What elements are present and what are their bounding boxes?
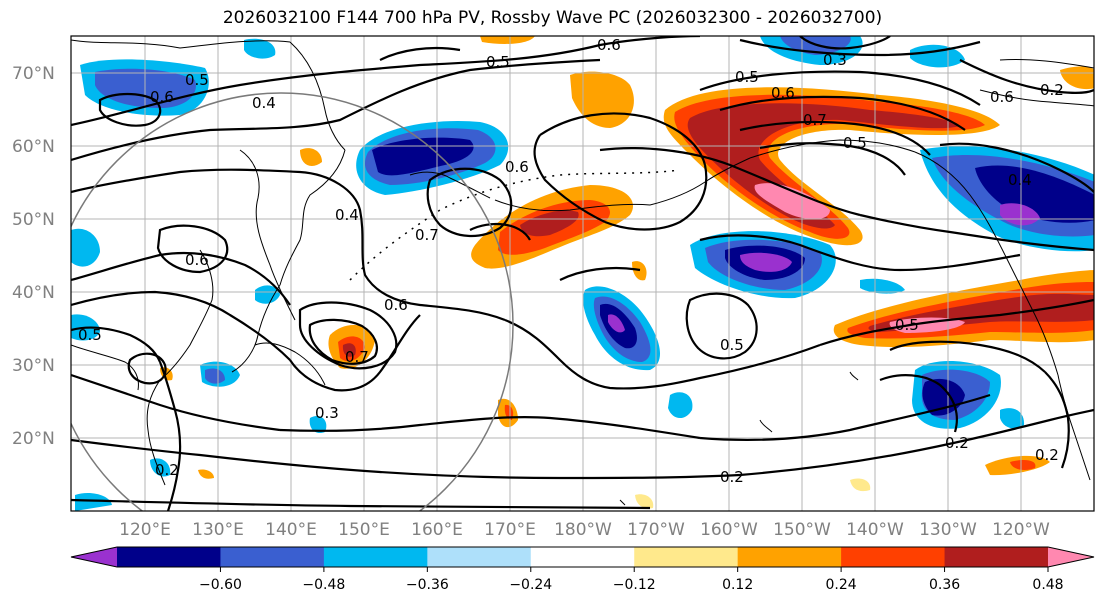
latitude-labels: 70°N 60°N 50°N 40°N 30°N 20°N [12, 64, 55, 449]
lat-label: 30°N [12, 356, 55, 376]
colorbar: −0.60 −0.48 −0.36 −0.24 −0.12 0.12 0.24 0.36 0.4… [70, 546, 1095, 593]
colorbar-segment [530, 547, 635, 567]
contour-label: 0.6 [384, 296, 408, 314]
colorbar-tick-label: −0.24 [509, 577, 552, 593]
map-frame [70, 35, 1095, 512]
graticule [71, 36, 1094, 511]
lon-label: 170°E [484, 520, 536, 540]
colorbar-tick-label: 0.24 [826, 577, 857, 593]
colorbar-tick-label: −0.48 [302, 577, 345, 593]
lon-label: 150°W [773, 520, 831, 540]
lon-label: 160°W [700, 520, 758, 540]
lon-label: 170°W [627, 520, 685, 540]
lat-label: 70°N [12, 64, 55, 84]
contour-label: 0.4 [252, 94, 276, 112]
contour-label: 0.6 [150, 88, 174, 106]
contour-label: 0.5 [895, 316, 919, 334]
contour-label: 0.6 [597, 36, 621, 54]
contour-label: 0.7 [415, 226, 439, 244]
contour-label: 0.6 [505, 158, 529, 176]
contour-label: 0.7 [345, 348, 369, 366]
region-circle [71, 92, 514, 511]
lon-label: 160°E [411, 520, 463, 540]
colorbar-segment [634, 547, 739, 567]
lon-label: 130°E [192, 520, 244, 540]
colorbar-segment [427, 547, 532, 567]
pv-contours [71, 36, 1094, 511]
colorbar-segment [117, 547, 221, 567]
contour-label: 0.5 [185, 71, 209, 89]
colorbar-segment [737, 547, 842, 567]
longitude-labels: 120°E 130°E 140°E 150°E 160°E 170°E 180°… [119, 520, 1050, 540]
colorbar-tick-label: −0.36 [406, 577, 449, 593]
contour-label: 0.6 [771, 84, 795, 102]
colorbar-tick-label: −0.12 [613, 577, 656, 593]
colorbar-segment [841, 547, 946, 567]
contour-label: 0.5 [720, 336, 744, 354]
contour-label: 0.2 [720, 468, 744, 486]
colorbar-tick-label: 0.48 [1032, 577, 1063, 593]
contour-label: 0.4 [1008, 171, 1032, 189]
contour-label: 0.2 [155, 461, 179, 479]
colorbar-tick-label: 0.36 [929, 577, 960, 593]
lon-label: 150°E [338, 520, 390, 540]
lon-label: 120°W [992, 520, 1050, 540]
colorbar-outline [70, 546, 1095, 568]
lat-label: 50°N [12, 210, 55, 230]
contour-label: 0.3 [315, 404, 339, 422]
colorbar-segment [944, 547, 1049, 567]
contour-label: 0.6 [185, 251, 209, 269]
contour-label: 0.3 [823, 51, 847, 69]
contour-label: 0.4 [335, 206, 359, 224]
lat-label: 20°N [12, 429, 55, 449]
contour-label: 0.5 [486, 53, 510, 71]
contour-label: 0.5 [735, 68, 759, 86]
lon-label: 120°E [119, 520, 171, 540]
contour-label: 0.2 [1040, 81, 1064, 99]
contour-label: 0.5 [843, 134, 867, 152]
coastlines [71, 39, 1094, 506]
lat-label: 60°N [12, 137, 55, 157]
lat-label: 40°N [12, 283, 55, 303]
contour-label: 0.6 [990, 88, 1014, 106]
lon-label: 140°W [846, 520, 904, 540]
colorbar-segment [323, 547, 428, 567]
lon-label: 130°W [919, 520, 977, 540]
map-title: 2026032100 F144 700 hPa PV, Rossby Wave … [222, 8, 883, 28]
colorbar-tick-label: 0.12 [722, 577, 753, 593]
contour-label: 0.7 [803, 111, 827, 129]
contour-label: 0.2 [1035, 446, 1059, 464]
colorbar-segment [220, 547, 325, 567]
colorbar-extend-max [1048, 547, 1094, 567]
colorbar-tick-label: −0.60 [199, 577, 242, 593]
contour-label: 0.2 [945, 434, 969, 452]
lon-label: 180°W [554, 520, 612, 540]
lon-label: 140°E [265, 520, 317, 540]
colorbar-extend-min [71, 547, 117, 567]
contour-label: 0.5 [78, 326, 102, 344]
contour-labels: 0.5 0.6 0.3 0.5 0.6 0.7 0.4 0.6 0.5 0.6 … [78, 36, 1064, 486]
